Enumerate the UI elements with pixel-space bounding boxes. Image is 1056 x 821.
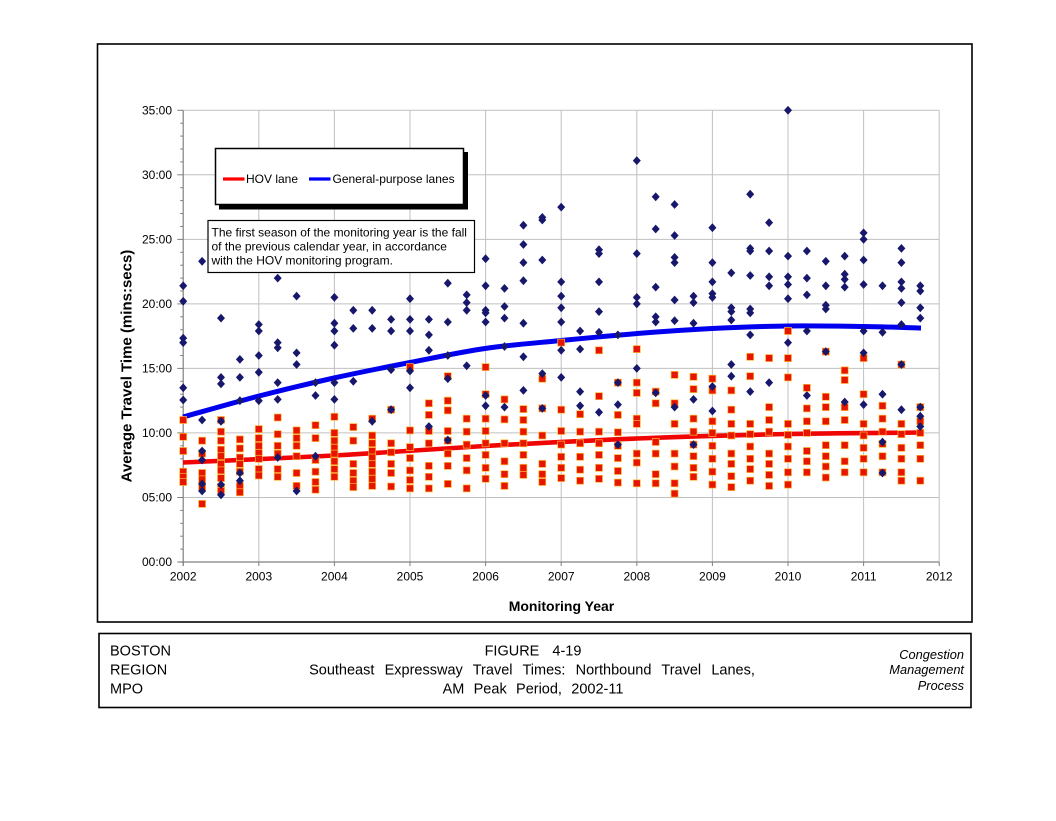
svg-text:25:00: 25:00 <box>142 233 172 247</box>
svg-text:35:00: 35:00 <box>142 104 172 118</box>
svg-text:10:00: 10:00 <box>142 426 172 440</box>
svg-text:REGION: REGION <box>110 663 167 679</box>
svg-text:AM Peak Period, 2002-11: AM Peak Period, 2002-11 <box>443 682 624 698</box>
svg-text:20:00: 20:00 <box>142 297 172 311</box>
svg-text:Average Travel Time (mins:secs: Average Travel Time (mins:secs) <box>119 250 136 483</box>
svg-text:Southeast Expressway Travel Ti: Southeast Expressway Travel Times: North… <box>309 663 755 679</box>
svg-text:2008: 2008 <box>623 570 650 584</box>
svg-text:of the previous calendar year,: of the previous calendar year, in accord… <box>212 240 448 254</box>
svg-text:2007: 2007 <box>548 570 575 584</box>
svg-text:BOSTON: BOSTON <box>110 644 171 660</box>
svg-text:2002: 2002 <box>170 570 197 584</box>
svg-text:2012: 2012 <box>926 570 953 584</box>
svg-text:2010: 2010 <box>775 570 802 584</box>
svg-text:Process: Process <box>918 678 965 693</box>
svg-text:The first season of the monito: The first season of the monitoring year … <box>212 226 467 240</box>
svg-text:Management: Management <box>889 662 964 677</box>
svg-text:with the HOV monitoring progra: with the HOV monitoring program. <box>211 254 393 268</box>
svg-text:2009: 2009 <box>699 570 726 584</box>
svg-text:General-purpose lanes: General-purpose lanes <box>333 172 455 186</box>
svg-text:FIGURE 4-19: FIGURE 4-19 <box>485 644 582 660</box>
svg-text:2005: 2005 <box>397 570 424 584</box>
svg-text:HOV lane: HOV lane <box>246 172 298 186</box>
svg-text:Monitoring Year: Monitoring Year <box>509 598 615 614</box>
svg-text:05:00: 05:00 <box>142 491 172 505</box>
svg-text:MPO: MPO <box>110 682 143 698</box>
svg-text:00:00: 00:00 <box>142 555 172 569</box>
svg-text:2011: 2011 <box>851 570 877 584</box>
svg-text:30:00: 30:00 <box>142 168 172 182</box>
svg-text:15:00: 15:00 <box>142 362 172 376</box>
svg-text:Congestion: Congestion <box>899 647 964 662</box>
svg-text:2003: 2003 <box>245 570 272 584</box>
svg-text:2004: 2004 <box>321 570 348 584</box>
svg-text:2006: 2006 <box>472 570 499 584</box>
